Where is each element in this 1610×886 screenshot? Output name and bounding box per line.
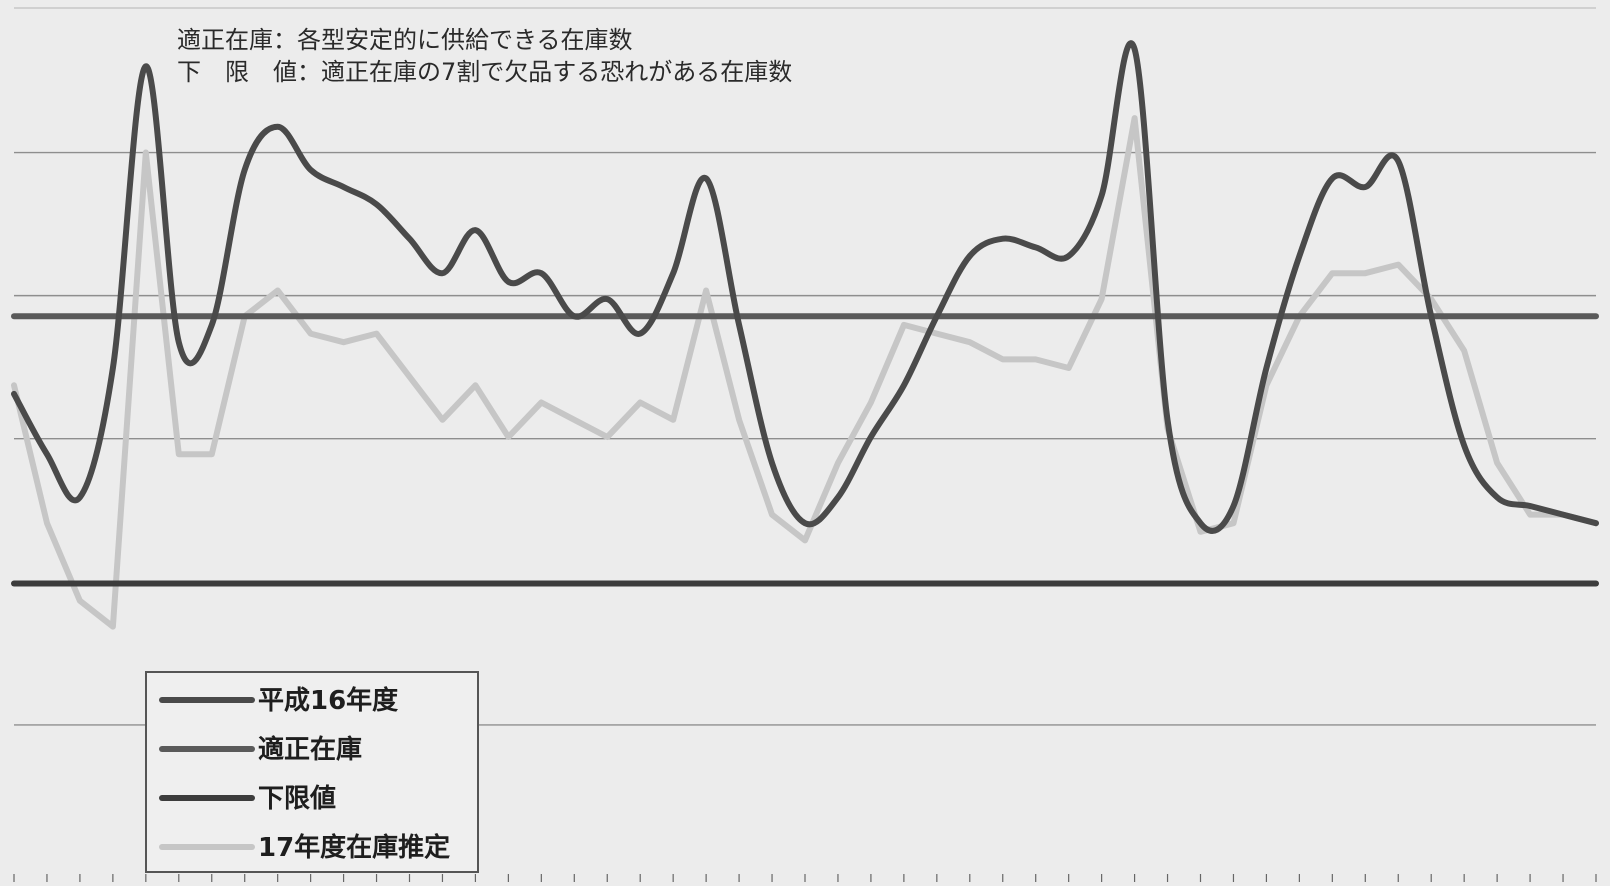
legend-label-1: 適正在庫 [258,734,362,765]
series-forecast17 [11,115,1599,630]
legend-label-0: 平成16年度 [258,685,398,716]
legend-label-2: 下限値 [258,784,336,814]
series-lines [11,40,1599,630]
x-axis-ticks [13,874,1597,882]
note-lower-limit-definition: 下 限 値：適正在庫の7割で欠品する恐れがある在庫数 [177,58,792,86]
legend-box [145,671,479,873]
series-h16 [11,40,1599,534]
note-block: 適正在庫：各型安定的に供給できる在庫数 下 限 値：適正在庫の7割で欠品する恐れ… [177,26,792,86]
legend-label-3: 17年度在庫推定 [258,832,450,863]
note-optimal-definition: 適正在庫：各型安定的に供給できる在庫数 [177,26,633,54]
